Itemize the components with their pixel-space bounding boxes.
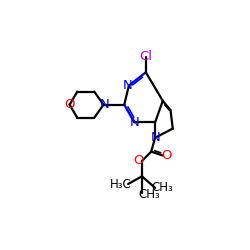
Text: Cl: Cl <box>139 50 152 63</box>
Text: N: N <box>123 79 133 92</box>
Text: CH₃: CH₃ <box>138 188 160 201</box>
Text: N: N <box>130 116 139 129</box>
Text: N: N <box>151 131 161 144</box>
Text: O: O <box>134 154 144 168</box>
Text: O: O <box>162 149 172 162</box>
Text: N: N <box>100 98 110 111</box>
Text: H₃C: H₃C <box>110 178 132 190</box>
Text: O: O <box>64 98 75 111</box>
Text: CH₃: CH₃ <box>151 181 173 194</box>
